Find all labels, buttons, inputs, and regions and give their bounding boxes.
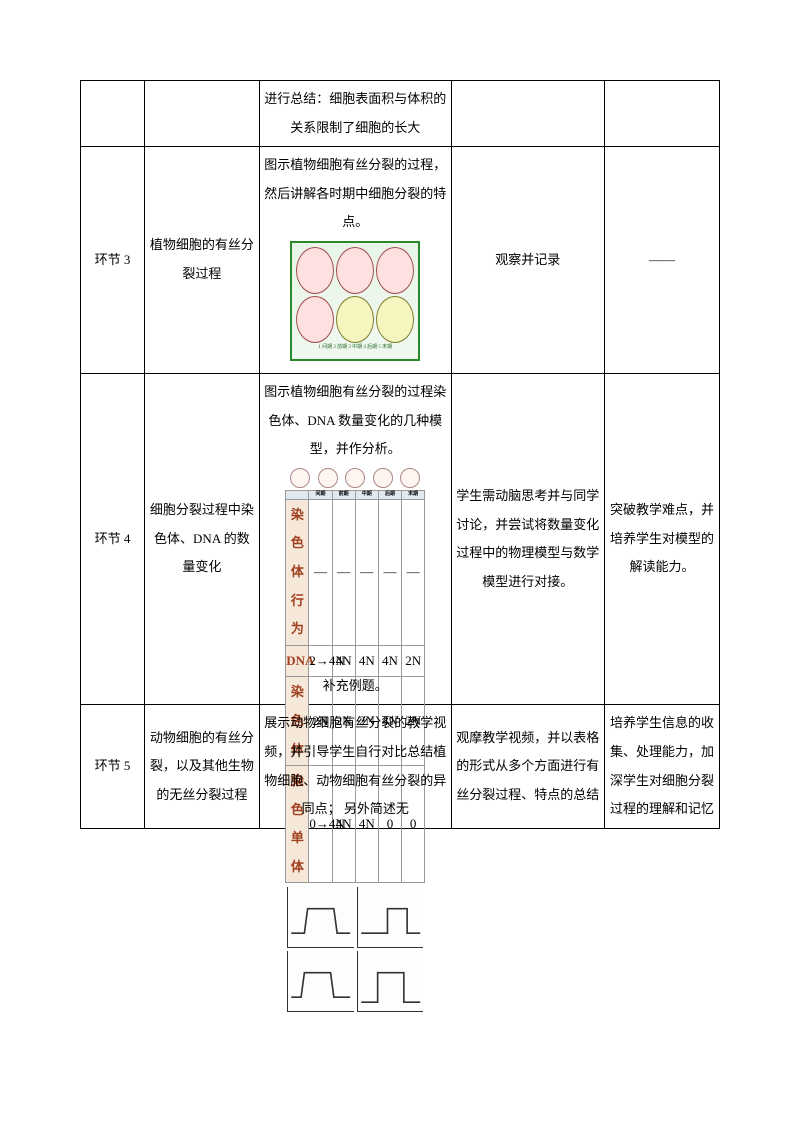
cell-student: 观察并记录 xyxy=(451,147,604,374)
lesson-plan-table: 进行总结：细胞表面积与体积的关系限制了细胞的长大 环节 3 植物细胞的有丝分裂过… xyxy=(80,80,720,829)
mini-table-row: 染色体行为 — — — — — xyxy=(286,499,425,645)
mini-th xyxy=(286,490,309,499)
graph-panel xyxy=(357,887,424,948)
phase-circle xyxy=(318,468,338,488)
cell-stage: 环节 3 xyxy=(81,147,145,374)
cell-intent: 突破教学难点，并培养学生对模型的解读能力。 xyxy=(604,373,719,704)
phase-cell xyxy=(296,296,334,343)
models-diagram: 间期 前期 中期 后期 末期 染色体行为 — — — — — xyxy=(264,468,447,668)
cell-topic: 植物细胞的有丝分裂过程 xyxy=(144,147,259,374)
mini-td: 2N xyxy=(402,645,425,677)
teacher-text: 图示植物细胞有丝分裂的过程染色体、DNA 数量变化的几种模型，并作分析。 xyxy=(264,378,447,464)
table-row: 进行总结：细胞表面积与体积的关系限制了细胞的长大 xyxy=(81,81,720,147)
cell-stage: 环节 4 xyxy=(81,373,145,704)
mini-table-header: 间期 前期 中期 后期 末期 xyxy=(286,490,425,499)
cell-topic: 动物细胞的有丝分裂，以及其他生物的无丝分裂过程 xyxy=(144,705,259,828)
mini-th: 间期 xyxy=(309,490,332,499)
table-row: 环节 3 植物细胞的有丝分裂过程 图示植物细胞有丝分裂的过程，然后讲解各时期中细… xyxy=(81,147,720,374)
cell-teacher: 图示植物细胞有丝分裂的过程，然后讲解各时期中细胞分裂的特点。 1 间期 2 前期… xyxy=(259,147,451,374)
mini-td: — xyxy=(402,499,425,645)
mini-th: 中期 xyxy=(355,490,378,499)
cell-intent: —— xyxy=(604,147,719,374)
phase-cell xyxy=(376,247,414,294)
mini-rowhead: 染色体行为 xyxy=(286,499,309,645)
graph-panel xyxy=(357,951,424,1012)
cell-topic xyxy=(144,81,259,147)
mini-th: 末期 xyxy=(402,490,425,499)
phase-circle xyxy=(290,468,310,488)
phase-cell xyxy=(336,247,374,294)
table-row: 环节 5 动物细胞的有丝分裂，以及其他生物的无丝分裂过程 展示动物细胞有丝分裂的… xyxy=(81,705,720,828)
mini-th: 后期 xyxy=(378,490,401,499)
phase-circle xyxy=(373,468,393,488)
mini-th: 前期 xyxy=(332,490,355,499)
summary-text: 进行总结：细胞表面积与体积的关系限制了细胞的长大 xyxy=(264,85,447,142)
phase-circles-row xyxy=(285,468,425,488)
mini-td: — xyxy=(309,499,332,645)
table-row: 环节 4 细胞分裂过程中染色体、DNA 的数量变化 图示植物细胞有丝分裂的过程染… xyxy=(81,373,720,704)
phase-cell xyxy=(376,296,414,343)
models-composite: 间期 前期 中期 后期 末期 染色体行为 — — — — — xyxy=(285,468,425,668)
graph-panel xyxy=(287,951,354,1012)
teacher-text: 图示植物细胞有丝分裂的过程，然后讲解各时期中细胞分裂的特点。 xyxy=(264,151,447,237)
phase-circle xyxy=(400,468,420,488)
phase-circle xyxy=(345,468,365,488)
cell-topic: 细胞分裂过程中染色体、DNA 的数量变化 xyxy=(144,373,259,704)
cell-student: 学生需动脑思考并与同学讨论，并尝试将数量变化过程中的物理模型与数学模型进行对接。 xyxy=(451,373,604,704)
mini-td: — xyxy=(355,499,378,645)
mitosis-caption: 1 间期 2 前期 3 中期 4 后期 5 末期 xyxy=(296,345,414,355)
cell-intent: 培养学生信息的收集、处理能力，加深学生对细胞分裂过程的理解和记忆 xyxy=(604,705,719,828)
graph-panel xyxy=(287,887,354,948)
phase-cell xyxy=(296,247,334,294)
line-graphs xyxy=(285,885,425,1013)
cell-stage: 环节 5 xyxy=(81,705,145,828)
mitosis-grid: 1 间期 2 前期 3 中期 4 后期 5 末期 xyxy=(290,241,420,361)
cell-stage xyxy=(81,81,145,147)
cell-teacher: 进行总结：细胞表面积与体积的关系限制了细胞的长大 xyxy=(259,81,451,147)
mini-td: — xyxy=(332,499,355,645)
mini-rowhead: DNA xyxy=(286,645,309,677)
mitosis-diagram: 1 间期 2 前期 3 中期 4 后期 5 末期 xyxy=(264,241,447,361)
cell-student xyxy=(451,81,604,147)
cell-student: 观摩教学视频，并以表格的形式从多个方面进行有丝分裂过程、特点的总结 xyxy=(451,705,604,828)
cell-teacher: 图示植物细胞有丝分裂的过程染色体、DNA 数量变化的几种模型，并作分析。 间期 xyxy=(259,373,451,704)
mini-td: — xyxy=(378,499,401,645)
phase-cell xyxy=(336,296,374,343)
cell-intent xyxy=(604,81,719,147)
